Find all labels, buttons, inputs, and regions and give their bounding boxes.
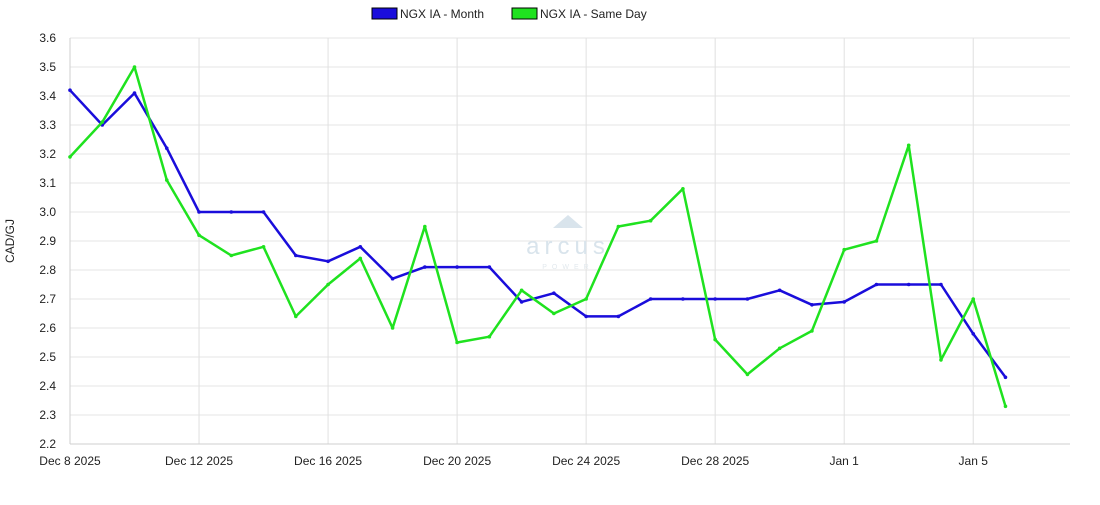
y-tick-label: 2.6 bbox=[39, 321, 56, 335]
data-point-same-day bbox=[552, 311, 556, 316]
watermark-logo-subtitle: POWER bbox=[542, 264, 593, 271]
data-point-month bbox=[777, 288, 782, 293]
data-point-month bbox=[294, 253, 298, 258]
data-point-same-day bbox=[842, 247, 846, 252]
legend-label-same-day: NGX IA - Same Day bbox=[540, 7, 647, 21]
data-point-month bbox=[358, 245, 363, 249]
x-tick-label: Dec 20 2025 bbox=[423, 454, 491, 468]
data-point-month bbox=[906, 282, 911, 287]
y-tick-label: 3.3 bbox=[39, 118, 56, 132]
data-point-same-day bbox=[197, 233, 201, 237]
y-tick-label: 3.4 bbox=[39, 89, 56, 103]
y-tick-label: 2.2 bbox=[39, 437, 56, 451]
y-tick-label: 3.6 bbox=[39, 31, 56, 45]
y-tick-label: 2.3 bbox=[39, 408, 56, 422]
y-tick-label: 3.0 bbox=[39, 205, 56, 219]
x-tick-label: Jan 1 bbox=[830, 454, 860, 468]
watermark-logo-mark bbox=[553, 215, 583, 228]
x-tick-label: Dec 8 2025 bbox=[39, 454, 101, 468]
data-point-month bbox=[810, 303, 814, 307]
data-point-same-day bbox=[164, 178, 169, 182]
watermark-logo-text: arcus bbox=[526, 233, 610, 260]
y-tick-label: 2.8 bbox=[39, 263, 56, 277]
data-point-same-day bbox=[971, 297, 976, 301]
data-point-same-day bbox=[519, 288, 524, 293]
data-point-month bbox=[197, 210, 201, 214]
data-point-same-day bbox=[616, 224, 621, 229]
data-point-month bbox=[1003, 375, 1008, 380]
data-point-same-day bbox=[261, 245, 266, 249]
data-point-same-day bbox=[358, 256, 363, 261]
data-point-month bbox=[390, 276, 395, 281]
y-tick-label: 2.5 bbox=[39, 350, 56, 364]
data-point-same-day bbox=[326, 282, 330, 287]
data-point-month bbox=[842, 300, 846, 304]
data-point-month bbox=[681, 297, 685, 301]
data-point-month bbox=[164, 146, 169, 150]
data-point-month bbox=[939, 282, 943, 287]
series bbox=[68, 65, 1008, 409]
data-point-same-day bbox=[681, 187, 685, 191]
data-point-month bbox=[261, 210, 266, 214]
legend: NGX IA - Month NGX IA - Same Day bbox=[371, 7, 647, 21]
data-point-month bbox=[229, 210, 234, 214]
data-point-month bbox=[648, 297, 653, 301]
data-point-same-day bbox=[939, 358, 943, 362]
series-line-month bbox=[69, 89, 1007, 379]
data-point-same-day bbox=[745, 372, 750, 377]
data-point-same-day bbox=[874, 239, 879, 243]
data-point-same-day bbox=[777, 346, 782, 351]
x-tick-label: Dec 12 2025 bbox=[165, 454, 233, 468]
data-point-month bbox=[455, 265, 459, 269]
data-point-same-day bbox=[584, 297, 588, 301]
data-point-same-day bbox=[68, 155, 72, 159]
data-point-month bbox=[487, 265, 492, 269]
data-point-same-day bbox=[648, 218, 653, 223]
y-tick-label: 3.2 bbox=[39, 147, 56, 161]
data-point-month bbox=[616, 314, 621, 319]
legend-swatch-same-day bbox=[511, 7, 538, 20]
data-point-same-day bbox=[390, 326, 395, 330]
axes: 2.2 2.3 2.4 2.5 2.6 2.7 2.8 2.9 3.0 3.1 3.2 3.3 3.4 3… bbox=[39, 31, 1070, 468]
data-point-same-day bbox=[229, 253, 234, 258]
data-point-same-day bbox=[455, 340, 459, 345]
y-tick-label: 3.5 bbox=[39, 60, 56, 74]
data-point-same-day bbox=[1003, 404, 1008, 409]
data-point-month bbox=[971, 332, 976, 336]
series-line-same-day bbox=[69, 65, 1007, 407]
y-axis-title: CAD/GJ bbox=[3, 219, 17, 263]
data-point-same-day bbox=[810, 329, 814, 333]
data-point-month bbox=[132, 91, 137, 95]
data-point-same-day bbox=[294, 314, 298, 319]
legend-label-month: NGX IA - Month bbox=[400, 7, 484, 21]
y-tick-label: 2.9 bbox=[39, 234, 56, 248]
y-tick-label: 2.4 bbox=[39, 379, 56, 393]
data-point-month bbox=[326, 259, 330, 264]
data-point-month bbox=[423, 265, 427, 269]
data-point-same-day bbox=[132, 65, 137, 69]
data-point-month bbox=[745, 297, 750, 301]
grid bbox=[69, 37, 1070, 445]
data-point-month bbox=[552, 291, 556, 296]
x-tick-label: Dec 24 2025 bbox=[552, 454, 620, 468]
y-tick-label: 2.7 bbox=[39, 292, 56, 306]
x-tick-label: Dec 28 2025 bbox=[681, 454, 749, 468]
data-point-month bbox=[584, 314, 588, 319]
data-point-same-day bbox=[906, 143, 911, 148]
data-point-month bbox=[713, 297, 717, 301]
x-tick-label: Dec 16 2025 bbox=[294, 454, 362, 468]
data-point-same-day bbox=[487, 334, 492, 339]
data-point-month bbox=[519, 300, 524, 304]
data-point-same-day bbox=[713, 337, 717, 342]
data-point-same-day bbox=[423, 224, 427, 229]
data-point-month bbox=[874, 282, 879, 287]
y-tick-label: 3.1 bbox=[39, 176, 56, 190]
legend-swatch-month bbox=[371, 7, 398, 20]
data-point-month bbox=[68, 88, 72, 92]
watermark: arcus POWER bbox=[526, 215, 610, 271]
x-tick-label: Jan 5 bbox=[959, 454, 989, 468]
data-point-same-day bbox=[100, 120, 105, 124]
